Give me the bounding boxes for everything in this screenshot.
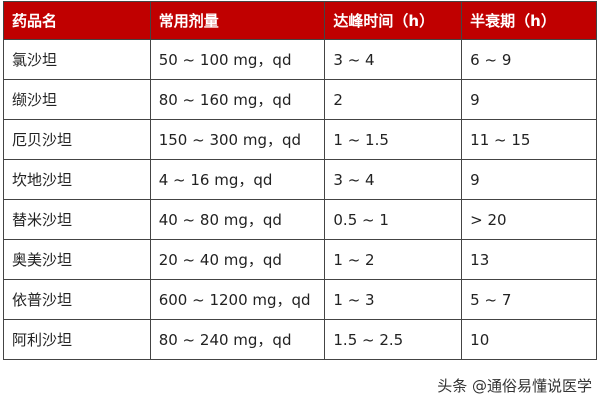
drug-table: 药品名 常用剂量 达峰时间（h） 半衰期（h） 氯沙坦 50 ~ 100 mg，q…: [3, 1, 597, 360]
cell-half-life: 10: [461, 319, 597, 360]
cell-half-life: 9: [461, 159, 597, 200]
cell-half-life: 13: [461, 239, 597, 280]
header-tmax: 达峰时间（h）: [324, 1, 463, 40]
cell-drug-name: 氯沙坦: [3, 39, 151, 80]
cell-dose: 150 ~ 300 mg，qd: [149, 119, 326, 160]
header-drug-name: 药品名: [3, 1, 151, 40]
cell-tmax: 1 ~ 1.5: [324, 119, 463, 160]
cell-dose: 80 ~ 160 mg，qd: [149, 79, 326, 120]
cell-drug-name: 坎地沙坦: [3, 159, 151, 200]
watermark: 头条 @通俗易懂说医学: [437, 377, 592, 395]
table-row: 替米沙坦 40 ~ 80 mg，qd 0.5 ~ 1 > 20: [3, 199, 597, 240]
cell-half-life: 9: [461, 79, 597, 120]
cell-drug-name: 依普沙坦: [3, 279, 151, 320]
cell-tmax: 1 ~ 3: [324, 279, 463, 320]
cell-dose: 4 ~ 16 mg，qd: [149, 159, 326, 200]
cell-drug-name: 缬沙坦: [3, 79, 151, 120]
cell-drug-name: 奥美沙坦: [3, 239, 151, 280]
cell-drug-name: 替米沙坦: [3, 199, 151, 240]
cell-dose: 80 ~ 240 mg，qd: [149, 319, 326, 360]
cell-tmax: 3 ~ 4: [324, 39, 463, 80]
table-row: 奥美沙坦 20 ~ 40 mg，qd 1 ~ 2 13: [3, 239, 597, 280]
cell-tmax: 1.5 ~ 2.5: [324, 319, 463, 360]
table-row: 缬沙坦 80 ~ 160 mg，qd 2 9: [3, 79, 597, 120]
cell-drug-name: 阿利沙坦: [3, 319, 151, 360]
cell-dose: 40 ~ 80 mg，qd: [149, 199, 326, 240]
cell-half-life: 5 ~ 7: [461, 279, 597, 320]
cell-tmax: 3 ~ 4: [324, 159, 463, 200]
header-row: 药品名 常用剂量 达峰时间（h） 半衰期（h）: [3, 1, 597, 40]
cell-tmax: 0.5 ~ 1: [324, 199, 463, 240]
table-row: 厄贝沙坦 150 ~ 300 mg，qd 1 ~ 1.5 11 ~ 15: [3, 119, 597, 160]
table-row: 阿利沙坦 80 ~ 240 mg，qd 1.5 ~ 2.5 10: [3, 319, 597, 360]
cell-half-life: 11 ~ 15: [461, 119, 597, 160]
cell-half-life: > 20: [461, 199, 597, 240]
cell-tmax: 1 ~ 2: [324, 239, 463, 280]
cell-drug-name: 厄贝沙坦: [3, 119, 151, 160]
cell-dose: 20 ~ 40 mg，qd: [149, 239, 326, 280]
cell-dose: 50 ~ 100 mg，qd: [149, 39, 326, 80]
header-half-life: 半衰期（h）: [461, 1, 597, 40]
cell-dose: 600 ~ 1200 mg，qd: [149, 279, 326, 320]
cell-half-life: 6 ~ 9: [461, 39, 597, 80]
cell-tmax: 2: [324, 79, 463, 120]
header-dose: 常用剂量: [149, 1, 326, 40]
